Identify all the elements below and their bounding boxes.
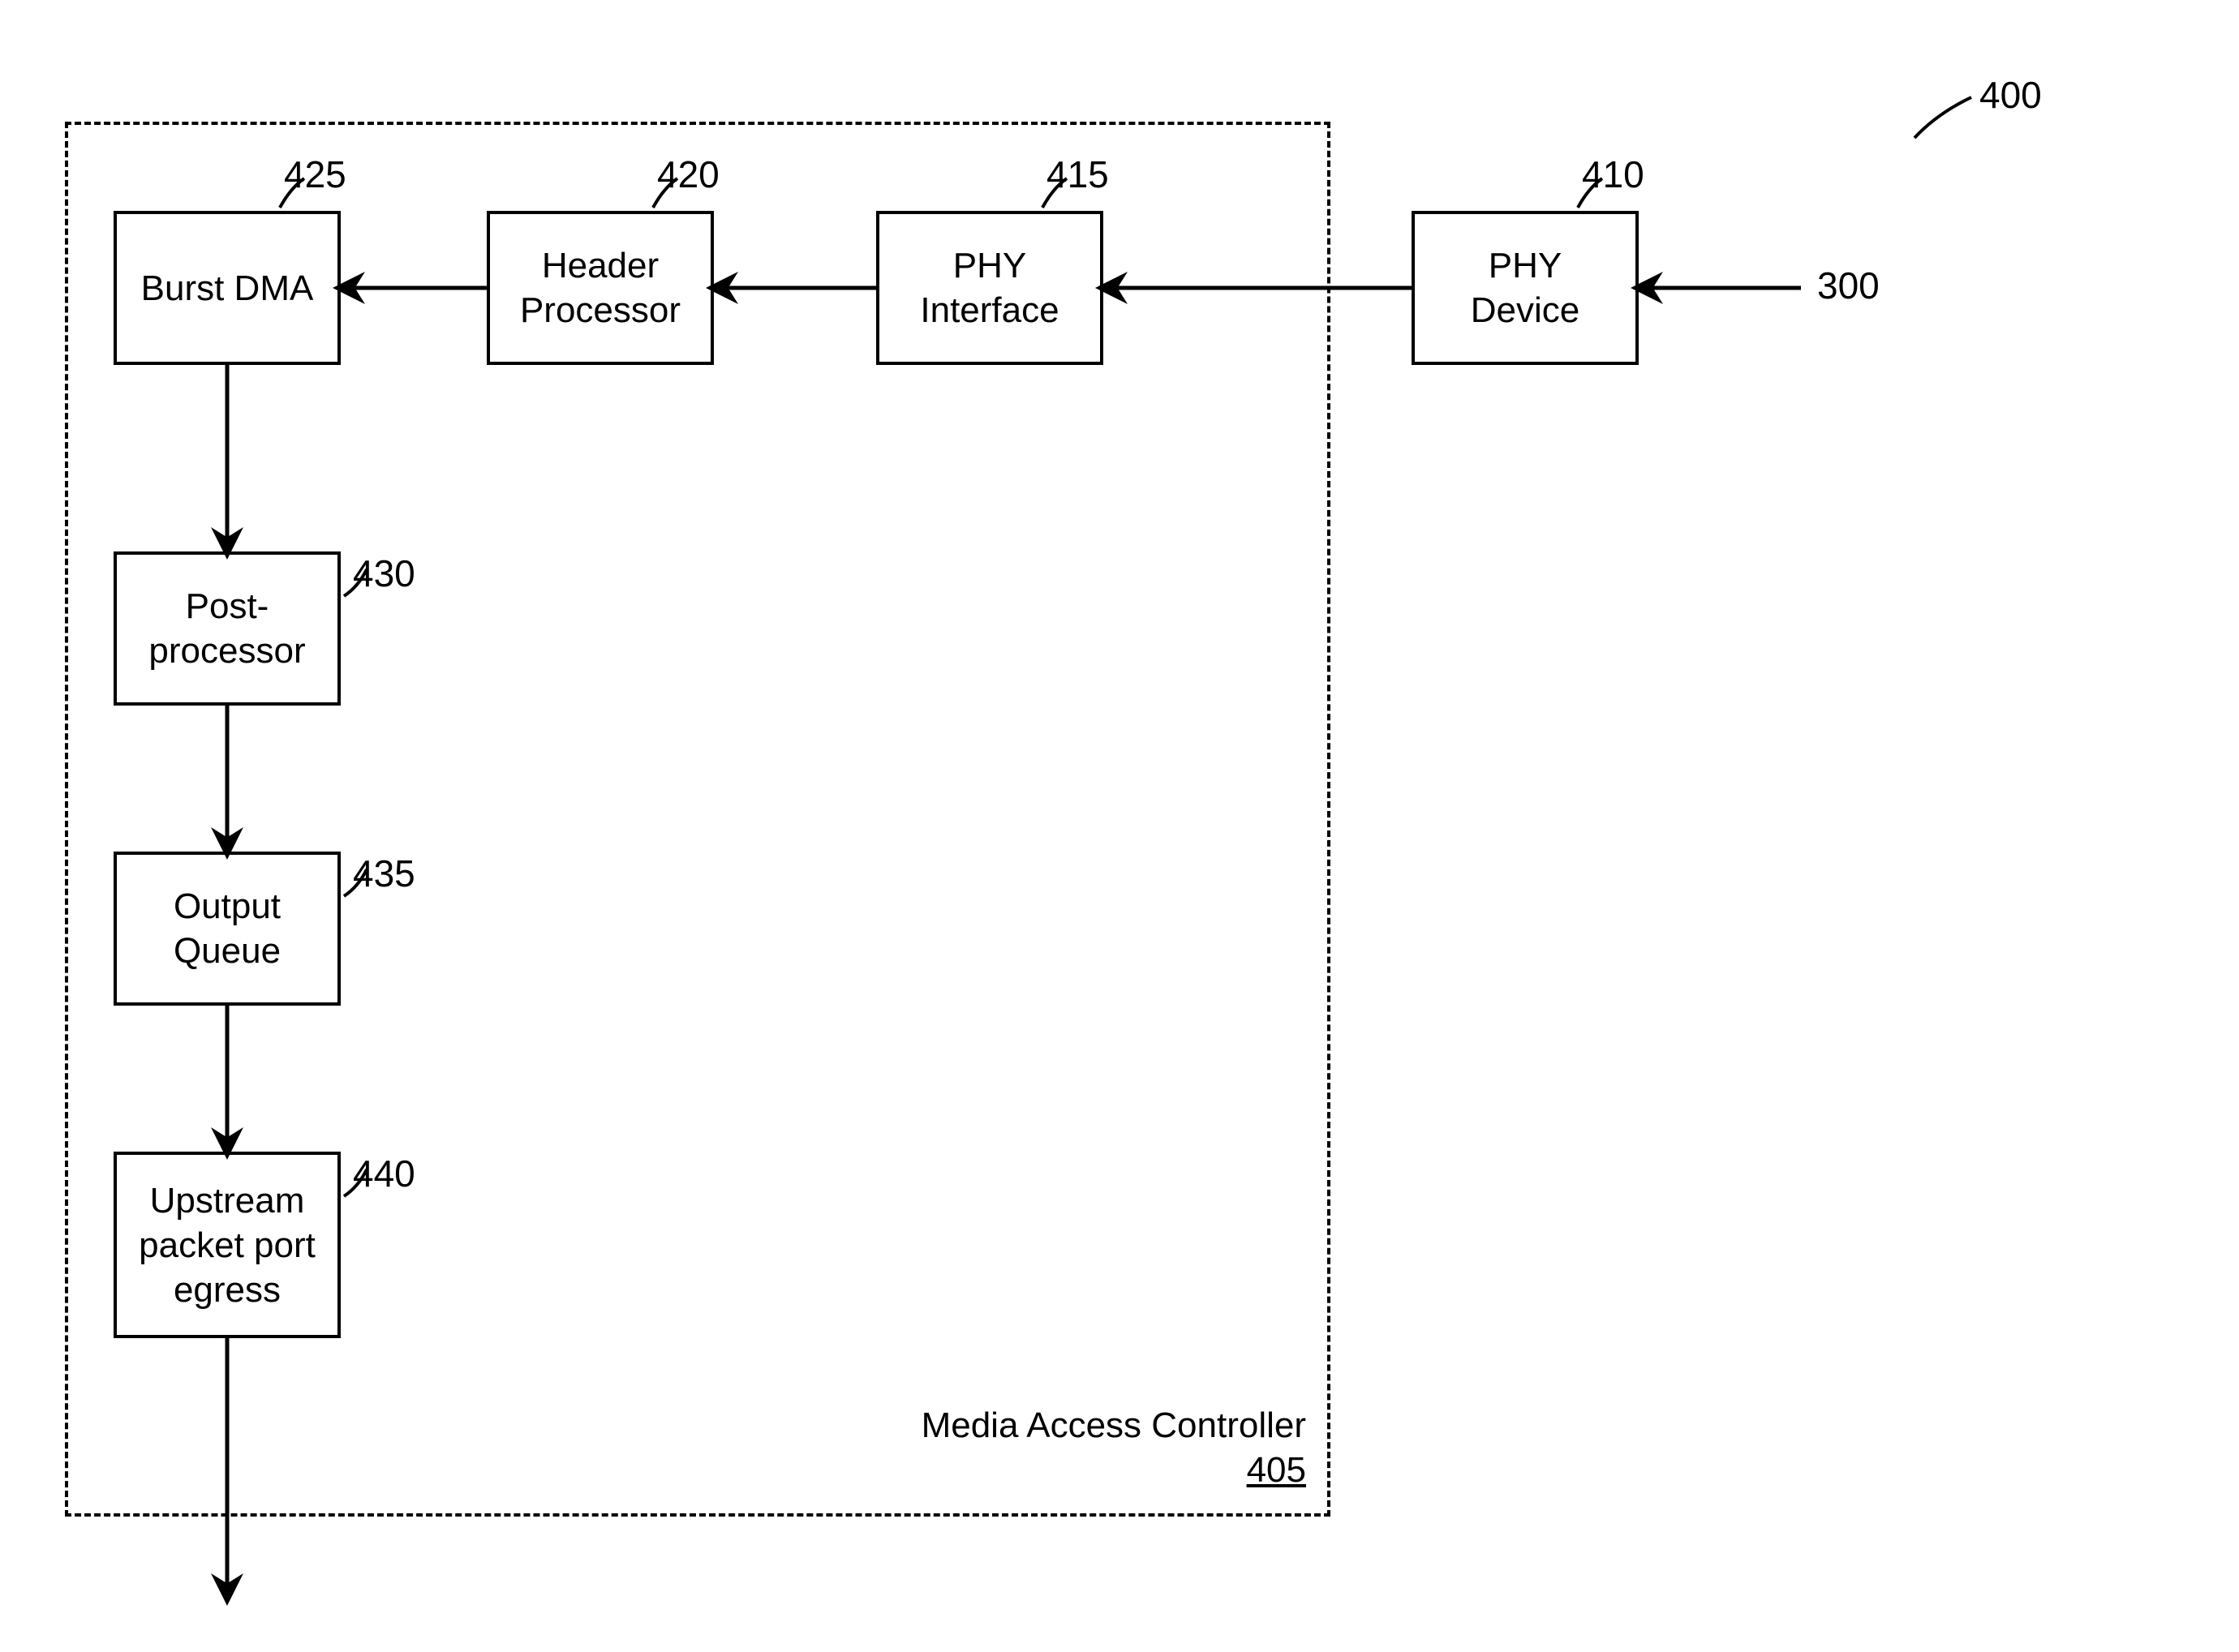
post-processor-box: Post-processor	[114, 551, 341, 706]
header-proc-label: HeaderProcessor	[520, 243, 681, 333]
upstream-label: Upstreampacket portegress	[139, 1178, 316, 1312]
upstream-egress-box: Upstreampacket portegress	[114, 1152, 341, 1338]
ref-440: 440	[353, 1152, 415, 1195]
phy-interface-box: PHYInterface	[876, 211, 1103, 365]
diagram-canvas: Media Access Controller 405 Burst DMA He…	[0, 0, 2239, 1652]
burst-dma-label: Burst DMA	[141, 266, 314, 311]
ref-425: 425	[284, 152, 346, 196]
output-queue-label: OutputQueue	[174, 884, 281, 973]
phy-device-label: PHYDevice	[1471, 243, 1580, 333]
header-processor-box: HeaderProcessor	[487, 211, 714, 365]
ref-415: 415	[1046, 152, 1109, 196]
container-label: Media Access Controller 405	[922, 1403, 1306, 1492]
ref-400: 400	[1979, 73, 2042, 117]
post-proc-label: Post-processor	[148, 584, 305, 673]
ref-300: 300	[1817, 264, 1880, 307]
ref-430: 430	[353, 551, 415, 595]
phy-interface-label: PHYInterface	[920, 243, 1059, 333]
ref-420: 420	[657, 152, 720, 196]
phy-device-box: PHYDevice	[1412, 211, 1639, 365]
output-queue-box: OutputQueue	[114, 852, 341, 1006]
ref-410: 410	[1582, 152, 1644, 196]
ref-435: 435	[353, 852, 415, 895]
container-title: Media Access Controller	[922, 1403, 1306, 1448]
burst-dma-box: Burst DMA	[114, 211, 341, 365]
container-ref: 405	[922, 1448, 1306, 1492]
